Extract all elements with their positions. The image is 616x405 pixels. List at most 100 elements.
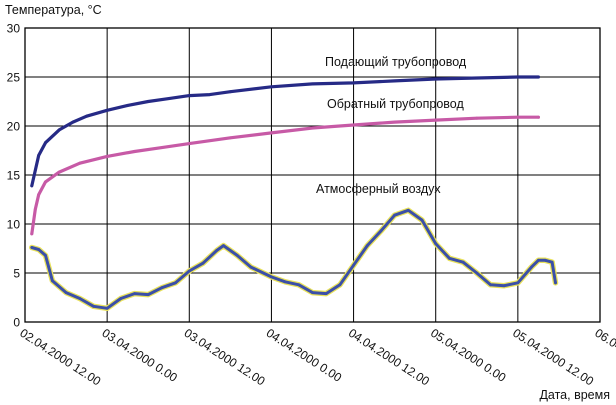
data-point-outdoor-air — [160, 286, 164, 290]
data-point-outdoor-air — [393, 213, 396, 217]
data-point-return-pipe — [516, 115, 520, 119]
data-point-supply-pipe — [352, 81, 355, 85]
data-point-return-pipe — [37, 193, 41, 197]
data-point-outdoor-air — [51, 279, 54, 283]
data-point-outdoor-air — [119, 297, 123, 300]
y-tick-label: 20 — [7, 120, 21, 134]
series-label-return-pipe: Обратный трубопровод — [327, 97, 464, 111]
data-point-supply-pipe — [57, 128, 61, 132]
y-tick-label: 25 — [7, 71, 21, 85]
data-point-outdoor-air — [543, 258, 547, 262]
y-tick-label: 30 — [7, 22, 21, 36]
data-point-outdoor-air — [434, 242, 438, 246]
data-point-outdoor-air — [64, 291, 68, 294]
data-point-outdoor-air — [187, 269, 191, 273]
data-point-return-pipe — [229, 136, 232, 140]
data-point-supply-pipe — [146, 100, 150, 103]
data-point-supply-pipe — [105, 108, 109, 112]
data-point-outdoor-air — [201, 261, 205, 265]
data-point-supply-pipe — [208, 93, 212, 96]
data-point-outdoor-air — [502, 284, 506, 288]
data-point-supply-pipe — [44, 141, 47, 145]
data-point-outdoor-air — [133, 292, 136, 295]
data-point-supply-pipe — [85, 114, 88, 118]
series-layer — [29, 75, 559, 312]
data-point-outdoor-air — [489, 283, 492, 287]
data-point-return-pipe — [57, 170, 61, 174]
x-tick-label: 05.04.2000 0.00 — [428, 326, 509, 385]
data-point-outdoor-air — [365, 244, 369, 248]
x-tick-label: 04.04.2000 12.00 — [346, 326, 432, 389]
data-point-return-pipe — [105, 155, 109, 158]
data-point-outdoor-air — [420, 218, 424, 222]
data-point-return-pipe — [44, 180, 47, 184]
data-point-outdoor-air — [235, 254, 239, 257]
data-point-outdoor-air — [554, 281, 557, 285]
data-point-supply-pipe — [434, 77, 438, 81]
data-point-outdoor-air — [352, 263, 355, 267]
series-label-supply-pipe: Подающий трубопровод — [325, 55, 467, 69]
data-point-outdoor-air — [448, 256, 451, 260]
data-point-supply-pipe — [167, 97, 171, 100]
y-tick-label: 15 — [7, 169, 21, 183]
data-point-outdoor-air — [461, 260, 465, 264]
data-point-outdoor-air — [174, 281, 178, 285]
data-point-supply-pipe — [270, 85, 273, 89]
data-point-outdoor-air — [283, 280, 287, 284]
data-point-outdoor-air — [44, 254, 47, 257]
data-point-return-pipe — [160, 146, 164, 150]
data-point-supply-pipe — [537, 75, 540, 79]
data-point-outdoor-air — [30, 246, 34, 249]
data-point-return-pipe — [537, 115, 540, 119]
data-point-outdoor-air — [92, 304, 95, 308]
x-tick-label: 04.04.2000 0.00 — [264, 326, 345, 385]
data-point-outdoor-air — [270, 275, 273, 279]
x-tick-label: 02.04.2000 12.00 — [17, 326, 103, 389]
y-axis-title: Температура, °С — [5, 3, 102, 17]
data-point-outdoor-air — [105, 306, 109, 310]
data-point-return-pipe — [33, 207, 37, 211]
data-point-outdoor-air — [475, 271, 479, 275]
data-point-supply-pipe — [475, 76, 479, 80]
data-point-supply-pipe — [126, 104, 130, 107]
x-tick-label: 05.04.2000 12.00 — [510, 326, 596, 389]
data-point-supply-pipe — [516, 75, 520, 79]
series-line-outdoor-air — [30, 208, 557, 310]
data-point-return-pipe — [475, 116, 479, 120]
data-point-outdoor-air — [338, 283, 342, 287]
y-tick-label: 0 — [13, 316, 20, 330]
data-point-outdoor-air — [324, 292, 328, 295]
data-point-return-pipe — [311, 126, 314, 130]
data-point-outdoor-air — [406, 208, 410, 212]
data-point-supply-pipe — [229, 90, 232, 94]
x-axis-title: Дата, время — [539, 388, 610, 402]
data-point-outdoor-air — [222, 244, 225, 248]
data-point-outdoor-air — [530, 265, 533, 269]
y-tick-label: 5 — [13, 267, 20, 281]
data-point-return-pipe — [78, 161, 82, 165]
data-point-return-pipe — [270, 131, 273, 135]
data-point-supply-pipe — [37, 154, 41, 157]
grid-lines — [24, 27, 601, 323]
data-point-outdoor-air — [78, 297, 82, 300]
plot-frame — [24, 27, 601, 323]
data-point-outdoor-air — [146, 293, 150, 296]
series-label-outdoor-air: Атмосферный воздух — [316, 182, 441, 196]
x-tick-label: 03.04.2000 0.00 — [100, 326, 181, 385]
data-point-supply-pipe — [393, 79, 396, 83]
y-tick-label: 10 — [7, 218, 21, 232]
data-point-outdoor-air — [516, 281, 520, 285]
data-point-outdoor-air — [37, 248, 41, 251]
y-tick-labels: 0 5 10 15 20 25 30 — [7, 22, 21, 330]
data-point-supply-pipe — [71, 120, 75, 124]
data-point-return-pipe — [133, 150, 136, 153]
data-point-return-pipe — [187, 142, 191, 146]
data-point-outdoor-air — [215, 249, 219, 252]
data-point-outdoor-air — [249, 265, 253, 269]
data-point-supply-pipe — [311, 82, 314, 86]
data-point-supply-pipe — [187, 94, 191, 97]
data-point-return-pipe — [434, 118, 438, 122]
data-point-return-pipe — [352, 123, 355, 127]
data-point-outdoor-air — [537, 258, 540, 262]
